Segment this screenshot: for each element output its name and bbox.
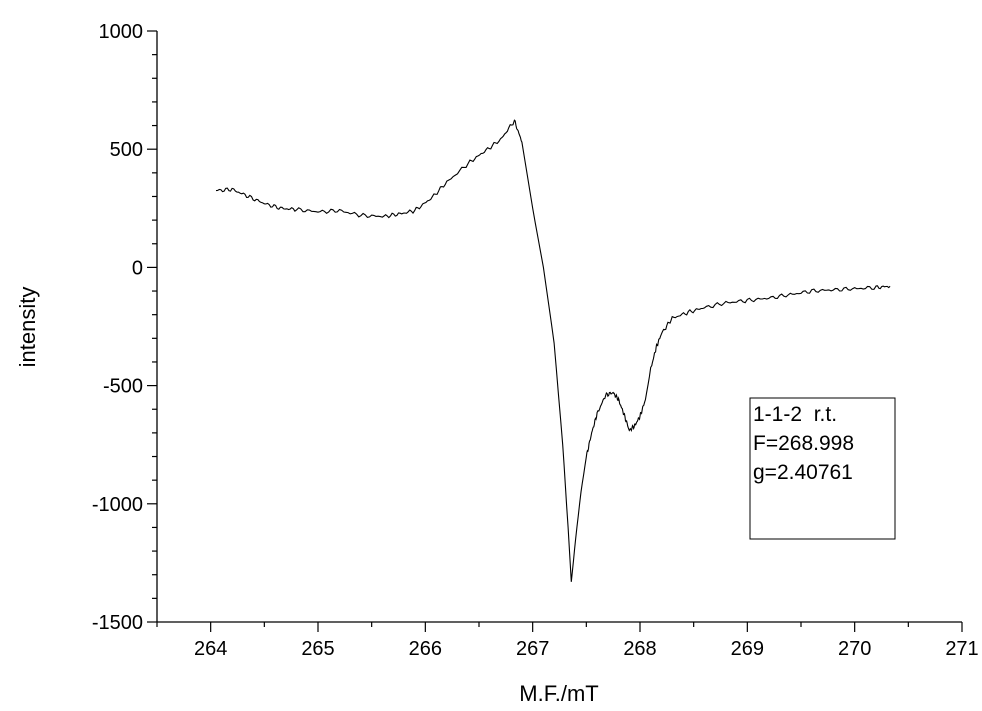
data-series (215, 119, 891, 582)
x-ticks: 264 265 266 267 268 269 270 271 (156, 622, 979, 660)
annotation-line-sample: 1-1-2 r.t. (753, 403, 837, 426)
x-tick-label: 269 (731, 638, 764, 660)
y-tick-label: -1500 (92, 612, 143, 634)
x-tick-label: 265 (301, 638, 334, 660)
x-axis-title: M.F./mT (519, 681, 598, 706)
spectrum-line (215, 119, 891, 582)
x-tick-label: 268 (623, 638, 656, 660)
y-tick-label: 1000 (99, 21, 144, 43)
x-tick-label: 270 (838, 638, 871, 660)
y-axis-title: intensity (15, 287, 40, 368)
x-tick-label: 267 (516, 638, 549, 660)
annotation-line-field: F=268.998 (753, 432, 854, 455)
x-tick-label: 271 (945, 638, 978, 660)
x-tick-label: 266 (409, 638, 442, 660)
y-ticks: 1000 500 0 -500 -1000 -1500 (92, 21, 157, 634)
y-tick-label: -500 (103, 376, 143, 398)
y-tick-label: -1000 (92, 494, 143, 516)
y-tick-label: 0 (132, 257, 143, 279)
annotation-box: 1-1-2 r.t. F=268.998 g=2.40761 (749, 397, 896, 540)
annotation-line-g-factor: g=2.40761 (753, 461, 853, 484)
y-tick-label: 500 (110, 139, 143, 161)
x-tick-label: 264 (194, 638, 227, 660)
annotation-frame (749, 397, 896, 540)
